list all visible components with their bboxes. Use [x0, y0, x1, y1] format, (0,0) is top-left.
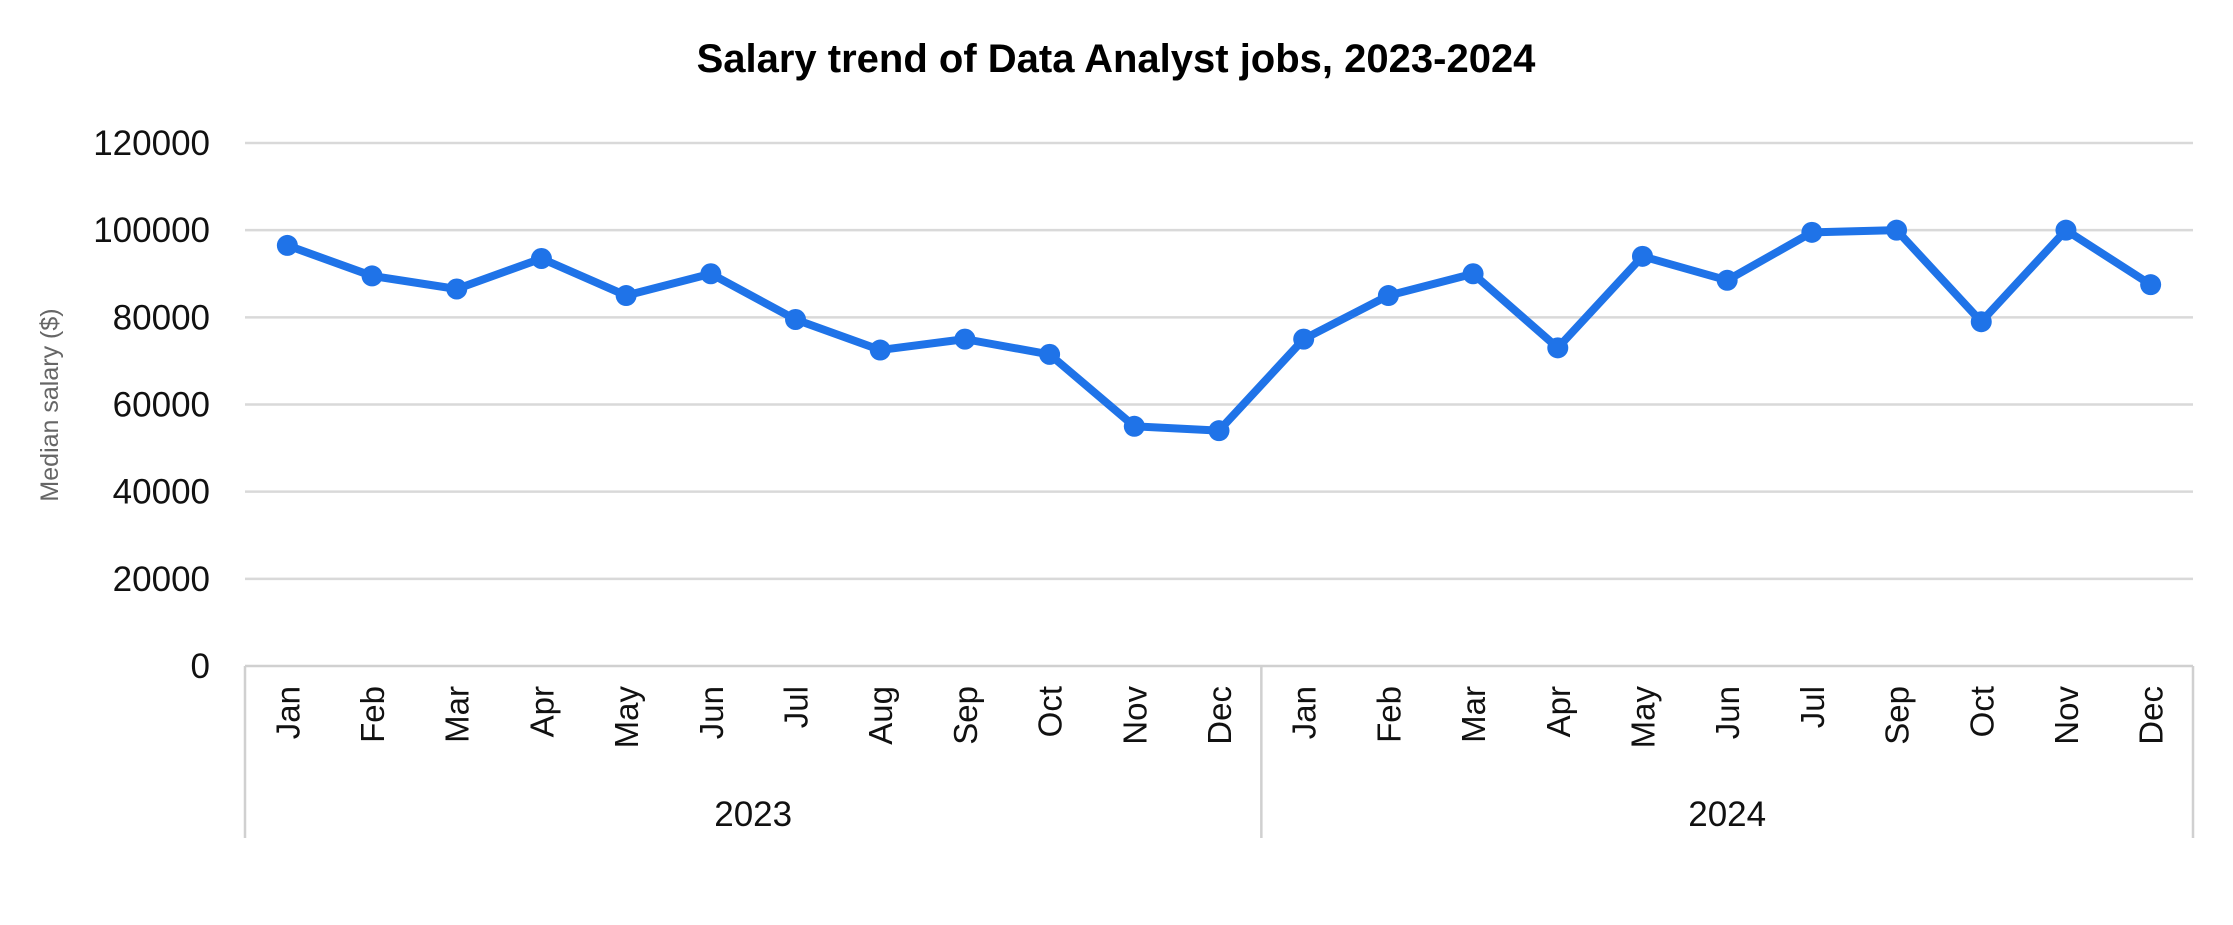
x-tick-label: Dec: [1201, 686, 1238, 745]
y-tick-label: 80000: [113, 298, 210, 337]
data-point: [1886, 219, 1908, 241]
data-point: [1547, 337, 1569, 359]
series-line-path: [283, 226, 2155, 435]
x-tick-label: May: [1624, 686, 1661, 749]
y-tick-label: 0: [191, 647, 210, 686]
x-axis-ticks: Jan Feb Mar Apr May Jun Jul Aug Sep Oct Nov Dec Jan F…: [269, 686, 2169, 834]
x-tick-label: Jul: [1794, 686, 1831, 728]
data-point: [530, 247, 552, 269]
data-point: [954, 328, 976, 350]
y-tick-label: 120000: [93, 124, 210, 163]
data-point: [1631, 245, 1653, 267]
x-tick-label: Sep: [1879, 686, 1916, 745]
data-point: [1293, 328, 1315, 350]
group-label: 2024: [1688, 795, 1766, 834]
data-point: [1716, 269, 1738, 291]
data-point: [700, 263, 722, 285]
y-tick-label: 20000: [113, 560, 210, 599]
y-tick-label: 60000: [113, 386, 210, 425]
data-point: [869, 339, 891, 361]
y-tick-label: 40000: [113, 473, 210, 512]
x-tick-label: Feb: [1370, 686, 1407, 743]
data-point: [1801, 221, 1823, 243]
x-tick-label: Nov: [2048, 686, 2085, 745]
x-tick-label: Oct: [1032, 686, 1069, 737]
chart-title: Salary trend of Data Analyst jobs, 2023-…: [697, 37, 1537, 81]
data-point: [1970, 311, 1992, 333]
group-label: 2023: [714, 795, 792, 834]
data-point: [276, 234, 298, 256]
x-axis: [243, 664, 2195, 838]
x-tick-label: Feb: [354, 686, 391, 743]
x-tick-label: Oct: [1963, 686, 2000, 737]
y-axis-label: Median salary ($): [36, 308, 64, 501]
x-tick-label: Jan: [269, 686, 306, 739]
x-tick-label: Mar: [439, 686, 476, 743]
x-tick-label: Jul: [778, 686, 815, 728]
data-points: [276, 219, 2162, 442]
data-point: [361, 265, 383, 287]
x-tick-label: Apr: [523, 686, 560, 737]
x-tick-label: Jun: [1709, 686, 1746, 739]
data-point: [2055, 219, 2077, 241]
x-tick-label: Sep: [947, 686, 984, 745]
x-tick-label: Nov: [1116, 686, 1153, 745]
x-tick-label: Jan: [1286, 686, 1323, 739]
x-tick-label: May: [608, 686, 645, 749]
x-tick-label: Aug: [862, 686, 899, 745]
data-point: [1462, 263, 1484, 285]
data-point: [615, 285, 637, 307]
data-point: [1208, 420, 1230, 442]
y-tick-label: 100000: [93, 211, 210, 250]
data-point: [785, 309, 807, 331]
x-tick-label: Dec: [2133, 686, 2170, 745]
series-line: [283, 226, 2155, 435]
data-point: [446, 278, 468, 300]
gridlines: [245, 141, 2193, 581]
data-point: [1377, 285, 1399, 307]
y-axis-ticks: 0 20000 40000 60000 80000 100000 120000: [93, 124, 210, 686]
x-tick-label: Apr: [1540, 686, 1577, 737]
x-tick-label: Mar: [1455, 686, 1492, 743]
x-tick-label: Jun: [693, 686, 730, 739]
data-point: [2140, 274, 2162, 296]
data-point: [1039, 343, 1061, 365]
data-point: [1123, 415, 1145, 437]
